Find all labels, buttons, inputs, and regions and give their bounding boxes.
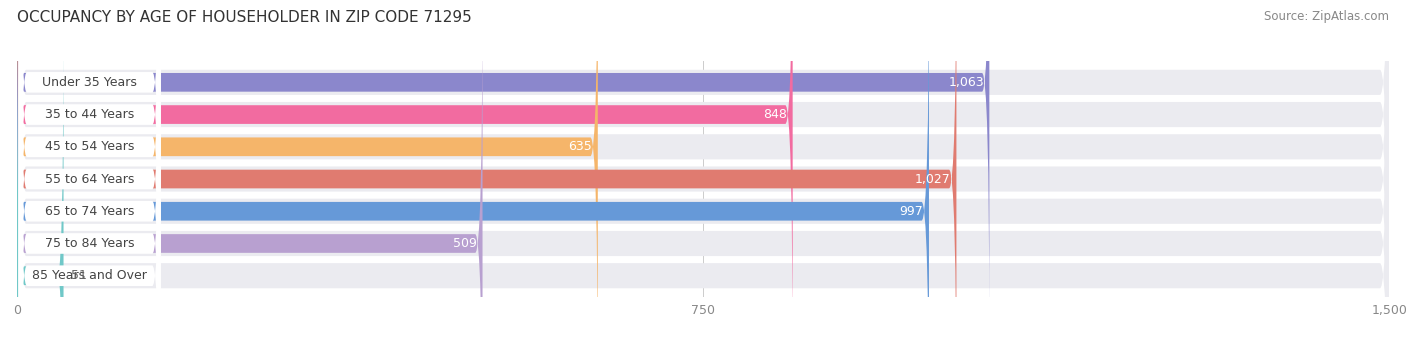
FancyBboxPatch shape: [18, 0, 160, 341]
FancyBboxPatch shape: [18, 0, 160, 341]
FancyBboxPatch shape: [17, 0, 1389, 341]
FancyBboxPatch shape: [17, 0, 1389, 341]
FancyBboxPatch shape: [17, 27, 63, 341]
FancyBboxPatch shape: [17, 0, 598, 341]
Text: OCCUPANCY BY AGE OF HOUSEHOLDER IN ZIP CODE 71295: OCCUPANCY BY AGE OF HOUSEHOLDER IN ZIP C…: [17, 10, 471, 25]
Text: 65 to 74 Years: 65 to 74 Years: [45, 205, 135, 218]
Text: 45 to 54 Years: 45 to 54 Years: [45, 140, 135, 153]
Text: Under 35 Years: Under 35 Years: [42, 76, 136, 89]
Text: 1,063: 1,063: [948, 76, 984, 89]
FancyBboxPatch shape: [18, 0, 160, 341]
FancyBboxPatch shape: [17, 0, 793, 341]
Text: 635: 635: [568, 140, 592, 153]
Text: 75 to 84 Years: 75 to 84 Years: [45, 237, 135, 250]
FancyBboxPatch shape: [18, 0, 160, 341]
FancyBboxPatch shape: [17, 0, 1389, 341]
FancyBboxPatch shape: [17, 0, 1389, 341]
FancyBboxPatch shape: [17, 0, 1389, 341]
FancyBboxPatch shape: [17, 0, 482, 341]
FancyBboxPatch shape: [18, 0, 160, 341]
FancyBboxPatch shape: [18, 0, 160, 341]
Text: Source: ZipAtlas.com: Source: ZipAtlas.com: [1264, 10, 1389, 23]
Text: 55 to 64 Years: 55 to 64 Years: [45, 173, 135, 186]
Text: 997: 997: [900, 205, 924, 218]
FancyBboxPatch shape: [17, 0, 956, 341]
Text: 1,027: 1,027: [915, 173, 950, 186]
Text: 51: 51: [70, 269, 87, 282]
Text: 848: 848: [763, 108, 787, 121]
FancyBboxPatch shape: [17, 0, 1389, 341]
Text: 35 to 44 Years: 35 to 44 Years: [45, 108, 134, 121]
FancyBboxPatch shape: [17, 0, 990, 331]
FancyBboxPatch shape: [18, 0, 160, 341]
FancyBboxPatch shape: [17, 0, 1389, 341]
FancyBboxPatch shape: [17, 0, 929, 341]
Text: 85 Years and Over: 85 Years and Over: [32, 269, 148, 282]
Text: 509: 509: [453, 237, 477, 250]
